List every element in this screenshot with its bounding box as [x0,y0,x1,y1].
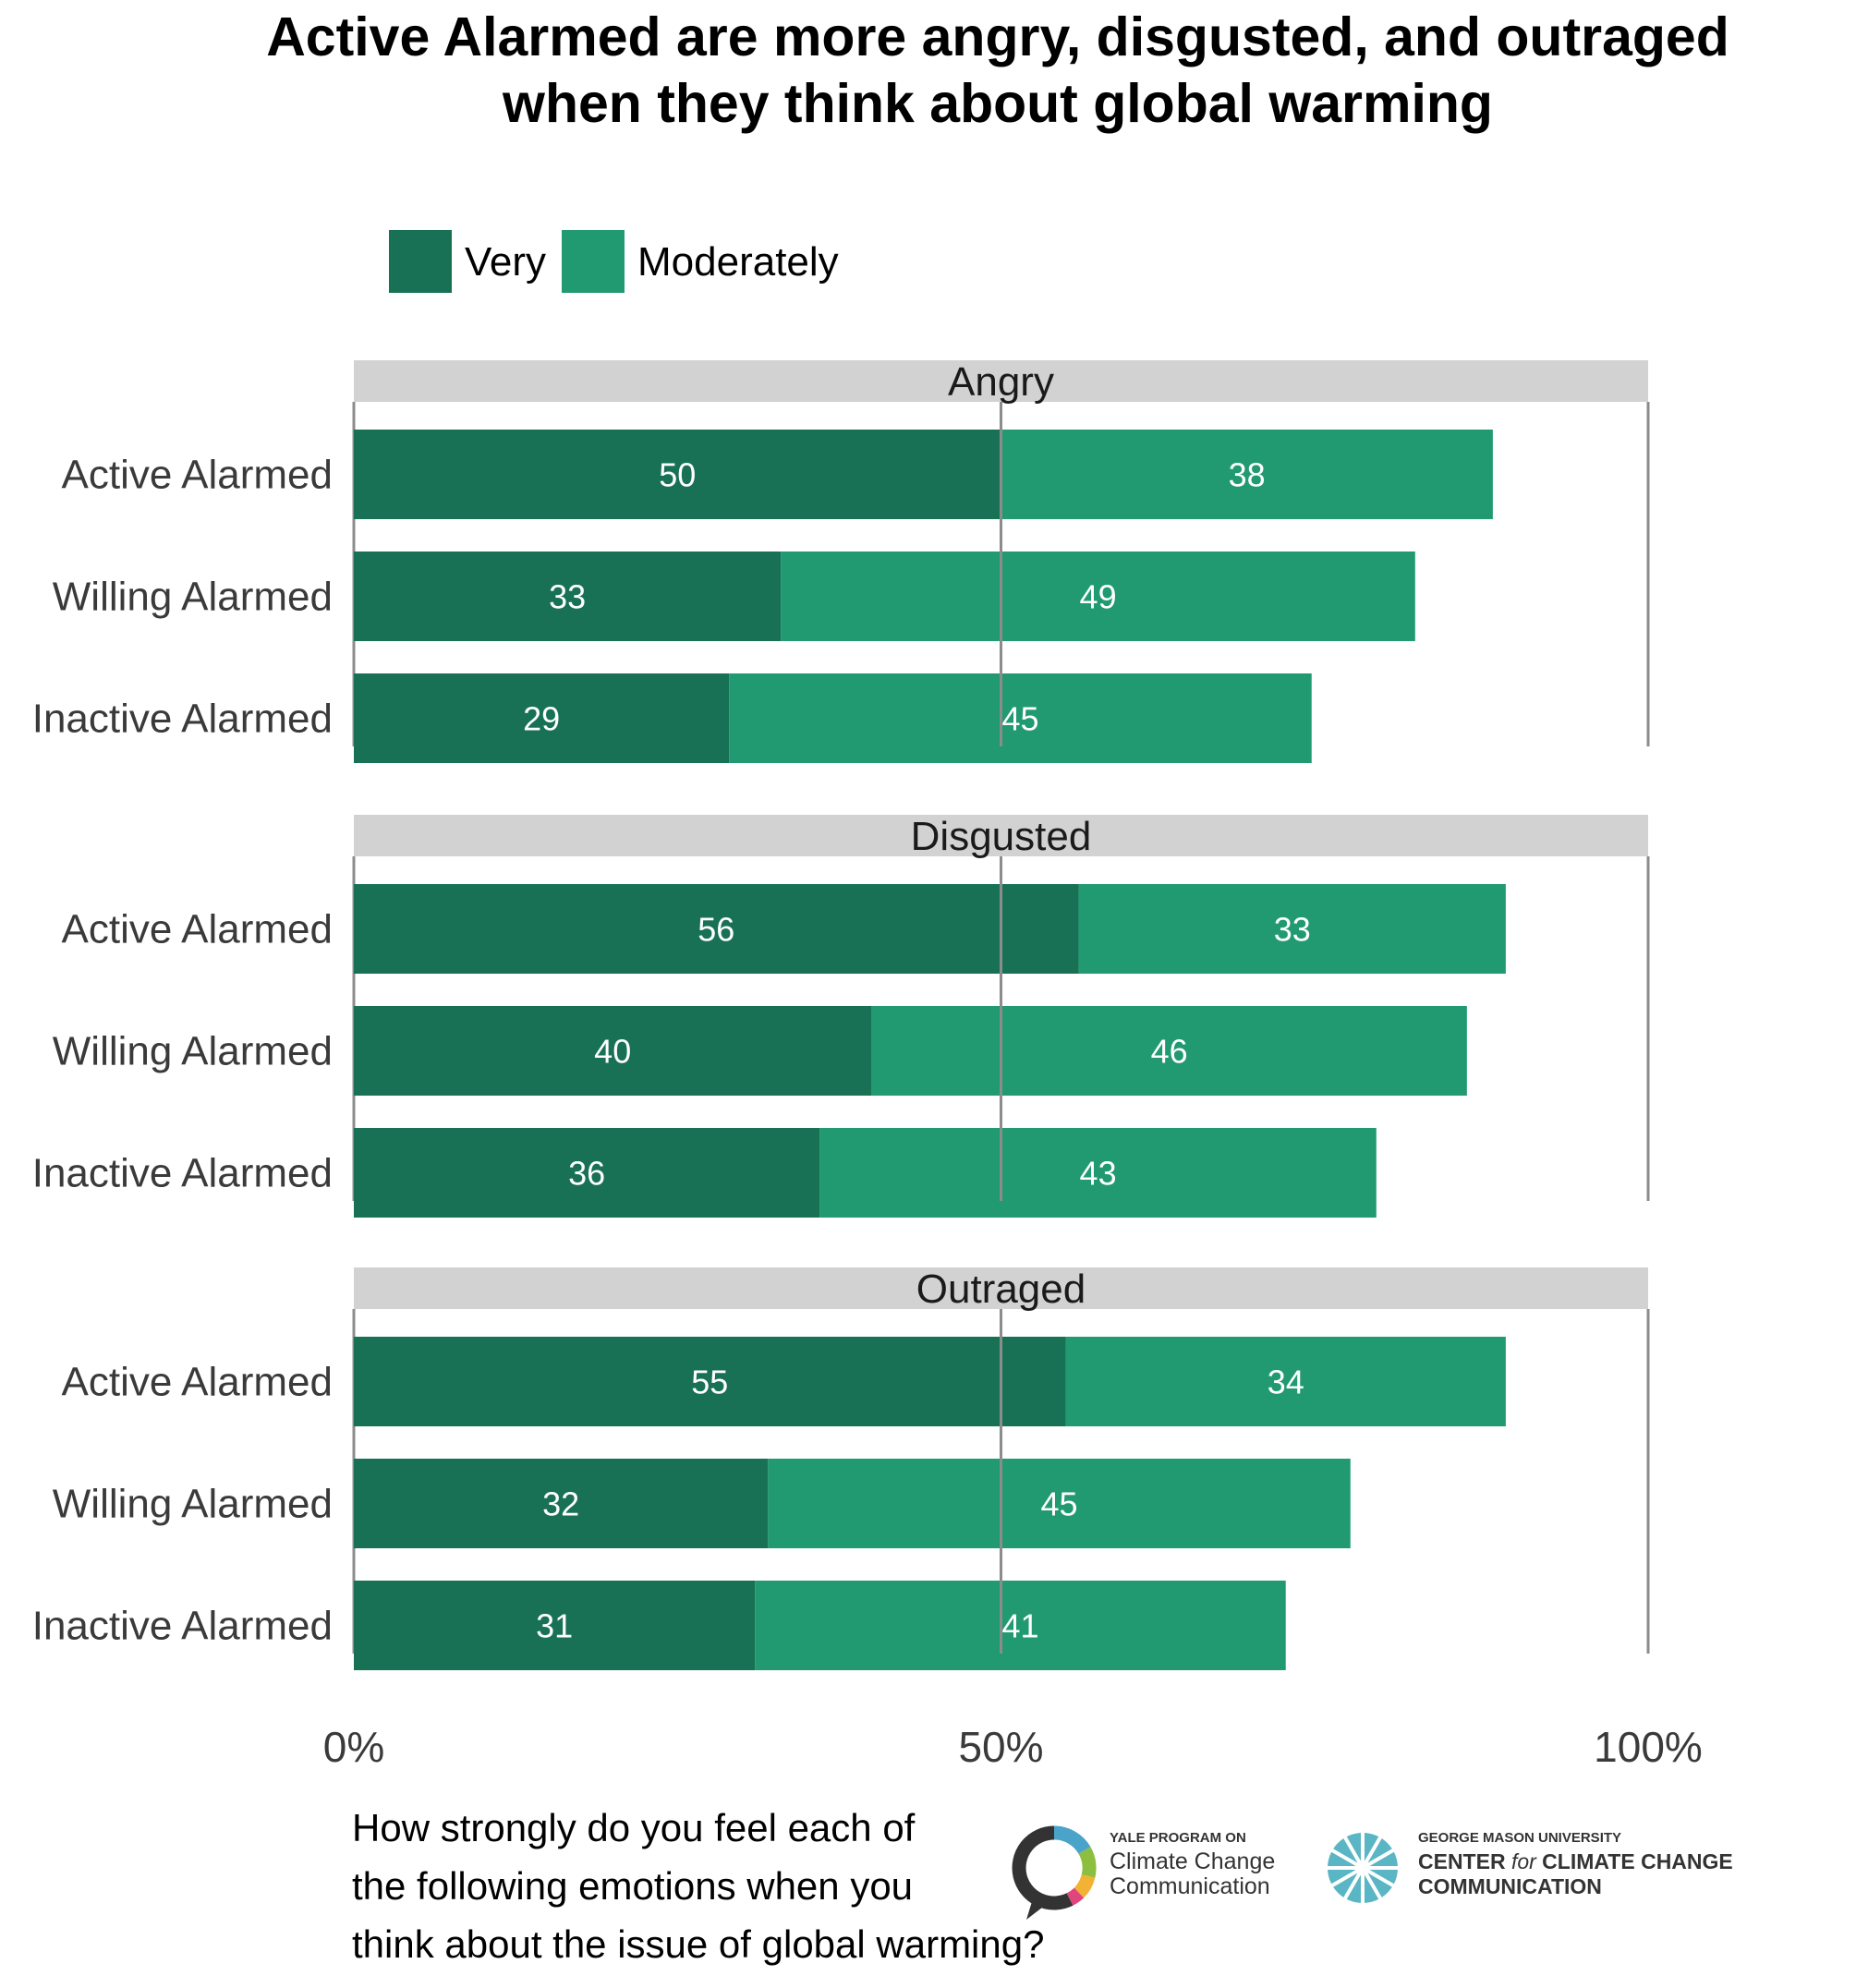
category-label-inactive-alarmed: Inactive Alarmed [32,1604,333,1649]
bar-disgusted-willing-alarmed-very [354,1006,872,1096]
x-tick-label-0: 0% [323,1723,384,1771]
value-label-outraged-active-alarmed-very: 55 [691,1364,728,1401]
value-label-outraged-willing-alarmed-very: 32 [542,1485,579,1523]
yale-logo-line-2: Communication [1110,1873,1270,1899]
facet-outraged: Outraged Active Alarmed 55 34 Willing Alarme… [32,1267,1650,1670]
facets: Angry Active Alarmed 50 38 Willing Alarmed 33… [32,359,1650,1670]
facet-strip-outraged [354,1267,1648,1309]
bar-angry-willing-alarmed-moderately [781,552,1415,641]
facet-label-angry: Angry [948,359,1054,405]
facet-label-disgusted: Disgusted [911,814,1092,859]
value-label-angry-willing-alarmed-moderately: 49 [1080,578,1117,616]
bar-outraged-willing-alarmed-very [354,1459,769,1548]
bar-outraged-active-alarmed-very [354,1337,1066,1426]
yale-logo: YALE PROGRAM ON Climate Change Communica… [1012,1825,1275,1920]
yale-logo-line-1: Climate Change [1110,1849,1275,1874]
bar-outraged-inactive-alarmed-moderately [755,1581,1286,1670]
bar-disgusted-willing-alarmed-moderately [871,1006,1467,1096]
value-label-outraged-inactive-alarmed-very: 31 [536,1607,573,1645]
category-label-willing-alarmed: Willing Alarmed [53,575,333,620]
survey-question-line-3: think about the issue of global warming? [352,1922,1044,1966]
facet-label-outraged: Outraged [916,1267,1086,1312]
bar-outraged-inactive-alarmed-very [354,1581,756,1670]
value-label-angry-active-alarmed-very: 50 [659,456,696,494]
gmu-logo-line-2: COMMUNICATION [1418,1874,1602,1898]
chart-title: Active Alarmed are more angry, disgusted… [266,6,1729,134]
value-label-angry-inactive-alarmed-very: 29 [523,700,560,738]
value-label-outraged-willing-alarmed-moderately: 45 [1041,1485,1078,1523]
chart-title-line-2: when they think about global warming [502,73,1493,134]
facet-disgusted: Disgusted Active Alarmed 56 33 Willing Alarm… [32,814,1650,1218]
facet-angry: Angry Active Alarmed 50 38 Willing Alarmed 33… [32,359,1650,763]
facet-strip-angry [354,360,1648,402]
x-tick-label-100: 100% [1594,1723,1703,1771]
bar-angry-active-alarmed-very [354,430,1001,519]
survey-question-line-1: How strongly do you feel each of [352,1806,916,1849]
legend: Very Moderately [389,230,839,293]
value-label-outraged-inactive-alarmed-moderately: 41 [1001,1607,1038,1645]
legend-swatch-moderately [562,230,625,293]
chart-title-line-1: Active Alarmed are more angry, disgusted… [266,6,1729,67]
facet-strip-disgusted [354,815,1648,856]
survey-question-line-2: the following emotions when you [352,1864,913,1908]
survey-question: How strongly do you feel each of the fol… [352,1806,1044,1966]
legend-label-moderately: Moderately [637,239,839,285]
value-label-angry-willing-alarmed-very: 33 [549,578,586,616]
bar-angry-inactive-alarmed-moderately [729,673,1312,763]
category-label-willing-alarmed: Willing Alarmed [53,1029,333,1074]
category-label-willing-alarmed: Willing Alarmed [53,1482,333,1527]
legend-label-very: Very [465,239,546,285]
bar-disgusted-active-alarmed-very [354,884,1079,974]
category-label-inactive-alarmed: Inactive Alarmed [32,1151,333,1196]
bar-angry-active-alarmed-moderately [1001,430,1493,519]
value-label-disgusted-inactive-alarmed-moderately: 43 [1080,1155,1117,1193]
bar-outraged-active-alarmed-moderately [1065,1337,1506,1426]
value-label-disgusted-active-alarmed-very: 56 [698,911,734,949]
x-axis: 0% 50% 100% [323,1723,1703,1771]
value-label-angry-inactive-alarmed-moderately: 45 [1001,700,1038,738]
bar-disgusted-inactive-alarmed-moderately [819,1128,1377,1218]
bar-angry-willing-alarmed-very [354,552,782,641]
legend-swatch-very [389,230,452,293]
bar-disgusted-inactive-alarmed-very [354,1128,820,1218]
value-label-disgusted-willing-alarmed-very: 40 [594,1033,631,1071]
gmu-logo: GEORGE MASON UNIVERSITY CENTER for CLIMA… [1326,1830,1733,1905]
category-label-inactive-alarmed: Inactive Alarmed [32,697,333,742]
bar-angry-inactive-alarmed-very [354,673,730,763]
value-label-disgusted-inactive-alarmed-very: 36 [568,1155,605,1193]
gmu-logo-small-text: GEORGE MASON UNIVERSITY [1418,1830,1621,1846]
category-label-active-alarmed: Active Alarmed [62,453,333,498]
yale-logo-small-text: YALE PROGRAM ON [1110,1830,1246,1846]
bar-disgusted-active-alarmed-moderately [1078,884,1506,974]
category-label-active-alarmed: Active Alarmed [62,1360,333,1405]
value-label-disgusted-willing-alarmed-moderately: 46 [1151,1033,1188,1071]
value-label-disgusted-active-alarmed-moderately: 33 [1274,911,1311,949]
gmu-logo-mark-icon [1326,1831,1400,1905]
x-tick-label-50: 50% [958,1723,1043,1771]
category-label-active-alarmed: Active Alarmed [62,907,333,952]
yale-logo-mark-icon [1012,1825,1097,1920]
gmu-logo-line-1: CENTER for CLIMATE CHANGE [1418,1849,1733,1873]
bar-outraged-willing-alarmed-moderately [768,1459,1351,1548]
value-label-angry-active-alarmed-moderately: 38 [1229,456,1266,494]
value-label-outraged-active-alarmed-moderately: 34 [1268,1364,1304,1401]
